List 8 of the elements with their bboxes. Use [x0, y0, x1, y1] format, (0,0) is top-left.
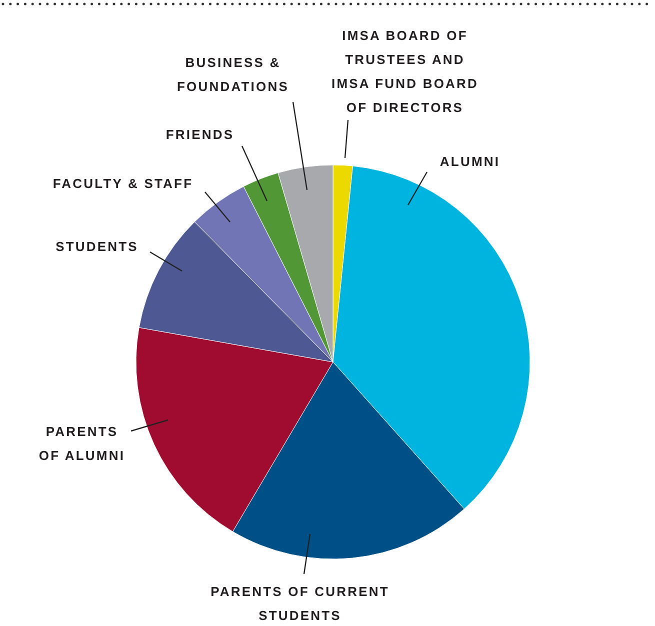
slice-label: FACULTY & STAFF	[52, 176, 194, 191]
slice-label: PARENTS OF CURRENT STUDENTS	[210, 584, 390, 623]
slice-label: FRIENDS	[166, 127, 234, 142]
slice-label: PARENTS OF ALUMNI	[38, 424, 126, 463]
slice-label: IMSA BOARD OF TRUSTEES AND IMSA FUND BOARD OF DIRECTORS	[331, 28, 479, 115]
slice-label: STUDENTS	[56, 239, 138, 254]
slice-label: ALUMNI	[440, 154, 500, 169]
slice-label: BUSINESS & FOUNDATIONS	[177, 55, 289, 94]
